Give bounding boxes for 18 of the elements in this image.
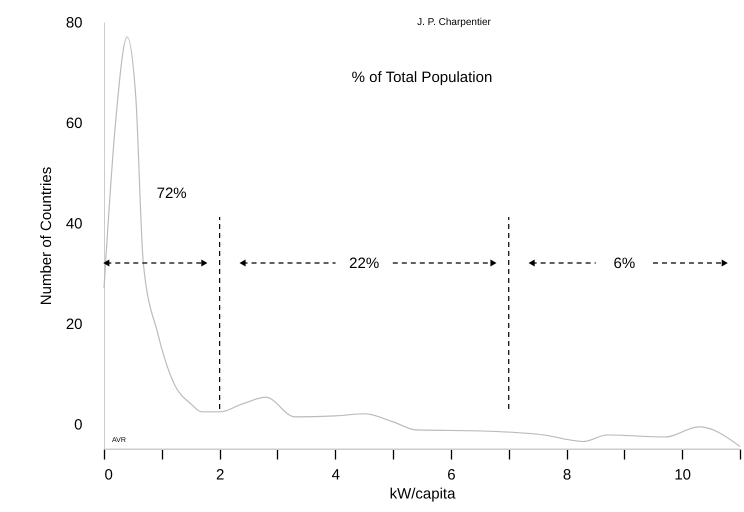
y-tick-label: 80	[66, 14, 82, 32]
x-tick-label: 6	[447, 466, 456, 484]
annotation: 6%	[614, 255, 636, 272]
y-tick-label: 0	[74, 416, 82, 434]
y-tick-label: 20	[66, 316, 82, 333]
y-tick-label: 40	[66, 215, 82, 232]
annotation: 72%	[156, 185, 187, 202]
y-axis-title: Number of Countries	[38, 166, 55, 306]
x-axis-title: kW/capita	[390, 486, 456, 502]
x-tick-label: 10	[674, 466, 692, 484]
annotation: J. P. Charpentier	[417, 17, 492, 28]
x-tick-label: 2	[216, 466, 224, 484]
text: % of Total Population	[352, 69, 492, 86]
x-tick-label: 0	[104, 466, 113, 484]
x-tick-label: 8	[562, 466, 572, 484]
annotation: 22%	[349, 255, 380, 272]
y-tick-label: 60	[66, 114, 82, 132]
x-tick-label: 4	[332, 466, 340, 484]
